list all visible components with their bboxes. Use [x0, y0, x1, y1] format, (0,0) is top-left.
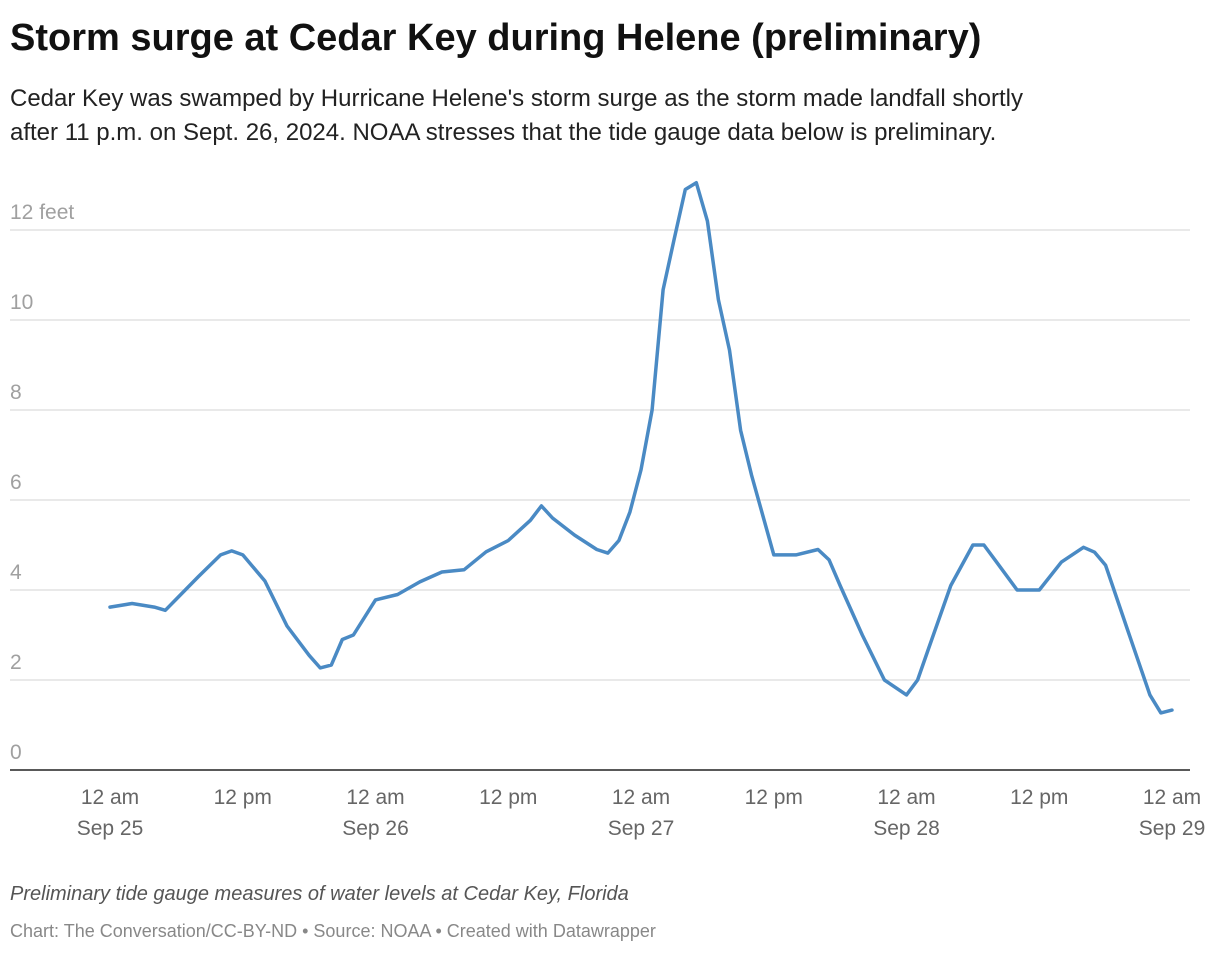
- x-tick-label-line: Sep 29: [1139, 817, 1206, 840]
- x-tick-label-line: 12 pm: [745, 786, 803, 809]
- x-tick-label: 12 am Sep 27: [608, 786, 675, 840]
- x-tick-label: 12 am Sep 29: [1139, 786, 1206, 840]
- x-tick-label: 12 pm: [1010, 786, 1068, 809]
- y-tick-label: 2: [10, 651, 22, 674]
- y-tick-label: 6: [10, 471, 22, 494]
- x-tick-label-line: Sep 28: [873, 817, 940, 840]
- y-tick-label: 10: [10, 291, 33, 314]
- x-tick-label: 12 pm: [745, 786, 803, 809]
- y-tick-label: 4: [10, 561, 22, 584]
- chart-credit: Chart: The Conversation/CC-BY-ND • Sourc…: [10, 921, 656, 941]
- y-tick-label: 0: [10, 741, 22, 764]
- x-tick-label: 12 am Sep 26: [342, 786, 409, 840]
- x-tick-label-line: 12 pm: [1010, 786, 1068, 809]
- x-tick-label-line: 12 am: [877, 786, 935, 809]
- x-tick-label-line: 12 am: [612, 786, 670, 809]
- x-tick-label-line: 12 am: [346, 786, 404, 809]
- x-tick-label: 12 am Sep 25: [77, 786, 144, 840]
- chart-note: Preliminary tide gauge measures of water…: [10, 883, 629, 905]
- x-tick-label-line: 12 am: [81, 786, 139, 809]
- x-tick-label: 12 pm: [214, 786, 272, 809]
- data-line: [108, 180, 1174, 715]
- y-tick-label: 12 feet: [10, 201, 74, 224]
- x-tick-label-line: 12 am: [1143, 786, 1201, 809]
- x-tick-label: 12 pm: [479, 786, 537, 809]
- x-tick-label-line: Sep 26: [342, 817, 409, 840]
- x-tick-label-line: Sep 27: [608, 817, 675, 840]
- subtitle-line: after 11 p.m. on Sept. 26, 2024. NOAA st…: [10, 119, 996, 146]
- x-tick-label-line: Sep 25: [77, 817, 144, 840]
- chart-title: Storm surge at Cedar Key during Helene (…: [10, 17, 981, 59]
- x-tick-label: 12 am Sep 28: [873, 786, 940, 840]
- subtitle-line: Cedar Key was swamped by Hurricane Helen…: [10, 85, 1023, 112]
- x-tick-label-line: 12 pm: [214, 786, 272, 809]
- y-tick-label: 8: [10, 381, 22, 404]
- x-tick-label-line: 12 pm: [479, 786, 537, 809]
